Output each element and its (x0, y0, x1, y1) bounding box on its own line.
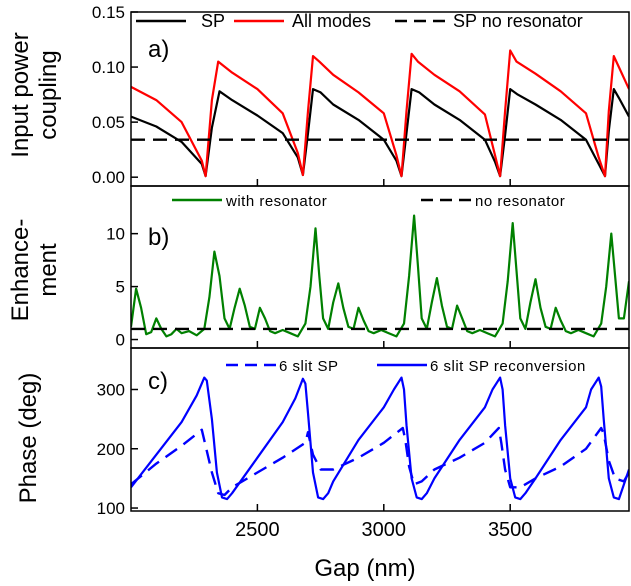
series-group (131, 376, 629, 501)
panel-b-ylabel: Enhance- ment (7, 219, 62, 322)
panel-tag: c) (148, 368, 168, 395)
panel-tag: b) (148, 224, 169, 251)
panel-b-ylabel-line2: ment (35, 243, 62, 297)
panel-b-ylabel-line1: Enhance- (7, 219, 34, 322)
series-line-with-resonator (131, 214, 629, 338)
y-tick-label: 200 (97, 440, 125, 459)
legend: 6 slit SP 6 slit SP reconversion (226, 358, 586, 375)
series-line-6-slit-sp (131, 426, 629, 497)
legend-label: 6 slit SP reconversion (430, 358, 586, 375)
legend-label: SP no resonator (453, 11, 583, 31)
y-tick-label: 0.15 (92, 3, 125, 22)
series-line-all-modes (131, 49, 629, 178)
panel-a-ylabel-line1: Input power (7, 32, 34, 157)
legend-label: with resonator (225, 193, 327, 210)
panel-c-ylabel-line1: Phase (deg) (15, 373, 42, 504)
panel-a-ylabel: Input power coupling (7, 32, 62, 157)
panel-a: 0.00 0.05 0.10 0.15 a) SP All modes SP no reson… (92, 3, 630, 187)
legend-label: All modes (292, 11, 371, 31)
x-axis-title: Gap (nm) (314, 555, 415, 582)
series-group (131, 214, 629, 338)
y-tick-label: 100 (97, 499, 125, 518)
series-line-6-slit-sp-reconversion (131, 376, 629, 501)
x-tick-label: 3000 (362, 519, 407, 541)
legend: SP All modes SP no resonator (136, 11, 583, 31)
panel-tag: a) (148, 36, 169, 63)
panel-a-ylabel-line2: coupling (35, 50, 62, 139)
panel-b: 0 5 10 b) with resonator no resonator (106, 185, 630, 350)
y-tick-label: 300 (97, 380, 125, 399)
legend: with resonator no resonator (172, 193, 565, 210)
y-tick-label: 0.00 (92, 168, 125, 187)
series-group (131, 49, 629, 178)
x-tick-label: 2500 (235, 519, 280, 541)
y-tick-label: 0.05 (92, 113, 125, 132)
y-tick-label: 5 (116, 278, 125, 297)
plot-frame (130, 347, 630, 512)
y-tick-label: 0.10 (92, 58, 125, 77)
panel-c-ylabel: Phase (deg) (15, 373, 42, 504)
plot-frame (130, 11, 630, 187)
legend-label: 6 slit SP (279, 358, 339, 375)
y-tick-label: 10 (106, 225, 125, 244)
legend-label: SP (201, 11, 225, 31)
y-tick-label: 0 (116, 331, 125, 350)
x-tick-label: 3500 (488, 519, 533, 541)
legend-label: no resonator (475, 193, 565, 210)
